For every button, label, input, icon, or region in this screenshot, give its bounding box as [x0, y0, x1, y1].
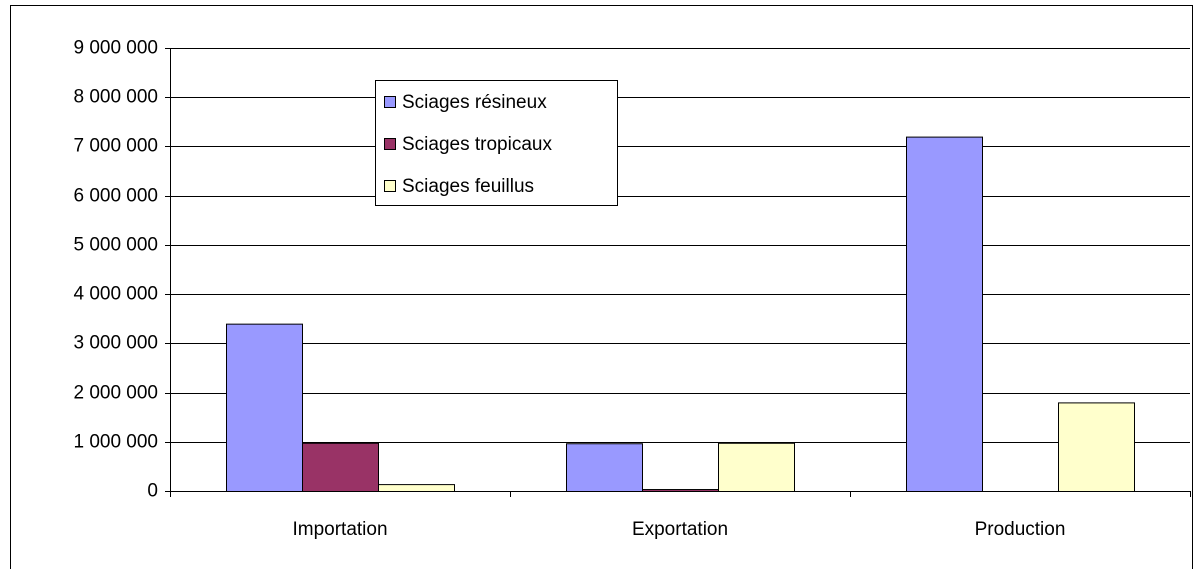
- legend-label: Sciages tropicaux: [402, 134, 552, 155]
- legend-swatch: [384, 96, 396, 108]
- bar: [302, 442, 379, 492]
- y-tick-label: 5 000 000: [73, 235, 158, 256]
- legend-label: Sciages résineux: [402, 92, 547, 113]
- y-tick-label: 9 000 000: [73, 38, 158, 59]
- bar: [378, 484, 455, 492]
- y-tick-label: 6 000 000: [73, 186, 158, 207]
- bar: [1058, 402, 1135, 492]
- y-tick-label: 1 000 000: [73, 432, 158, 453]
- y-tick-label: 8 000 000: [73, 87, 158, 108]
- y-tick-label: 0: [147, 481, 158, 502]
- bar: [226, 323, 303, 492]
- legend-swatch: [384, 180, 396, 192]
- legend-box: [375, 80, 618, 206]
- y-tick-label: 3 000 000: [73, 333, 158, 354]
- x-tick-label: Importation: [292, 519, 387, 540]
- bar: [718, 442, 795, 492]
- bar: [906, 136, 983, 492]
- legend-swatch: [384, 138, 396, 150]
- x-tick-label: Exportation: [632, 519, 728, 540]
- legend-label: Sciages feuillus: [402, 176, 534, 197]
- y-tick-label: 4 000 000: [73, 284, 158, 305]
- x-tick-label: Production: [975, 519, 1066, 540]
- y-tick-label: 7 000 000: [73, 136, 158, 157]
- bar: [566, 443, 643, 493]
- y-tick-label: 2 000 000: [73, 383, 158, 404]
